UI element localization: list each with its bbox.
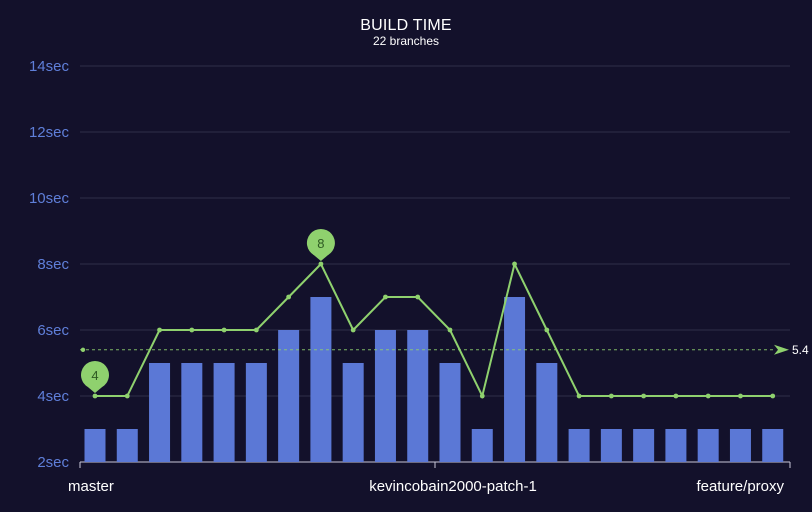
max-marker-label: 8 xyxy=(317,236,324,251)
line-point xyxy=(92,393,98,399)
line-point xyxy=(673,393,679,399)
line-point xyxy=(415,294,421,300)
bar xyxy=(633,429,655,462)
bar xyxy=(568,429,590,462)
line-point xyxy=(447,327,453,333)
bar xyxy=(600,429,622,462)
line-point xyxy=(157,327,162,333)
chart-title: BUILD TIME xyxy=(360,17,452,34)
line-point xyxy=(576,393,582,399)
line-point xyxy=(479,393,485,399)
y-tick-label: 14sec xyxy=(29,58,70,75)
y-tick-label: 4sec xyxy=(37,388,69,405)
x-tick-label: master xyxy=(68,478,114,495)
bar xyxy=(729,429,751,462)
bar xyxy=(245,363,267,462)
bar xyxy=(665,429,687,462)
bar xyxy=(374,330,396,462)
line-point xyxy=(189,327,195,333)
x-tick-label: feature/proxy xyxy=(696,478,784,495)
bar xyxy=(342,363,364,462)
line-point xyxy=(221,327,227,333)
average-arrow-icon xyxy=(774,344,789,355)
line-point xyxy=(641,393,647,399)
y-tick-label: 10sec xyxy=(29,190,70,207)
y-tick-label: 12sec xyxy=(29,124,70,141)
line-point xyxy=(738,393,743,399)
y-tick-label: 6sec xyxy=(37,322,69,339)
chart-subtitle: 22 branches xyxy=(372,34,440,48)
bar xyxy=(310,297,332,462)
min-marker-label: 4 xyxy=(91,368,98,383)
bar xyxy=(762,429,784,462)
line-point xyxy=(253,327,259,333)
bar xyxy=(504,297,526,462)
bar xyxy=(278,330,300,462)
y-tick-label: 2sec xyxy=(37,454,69,471)
x-tick-label: kevincobain2000-patch-1 xyxy=(369,478,537,495)
bar xyxy=(213,363,235,462)
line-point xyxy=(544,327,550,333)
line-point xyxy=(705,393,711,399)
line-point xyxy=(350,327,356,333)
line-point xyxy=(124,393,130,399)
line-point xyxy=(318,261,324,267)
max-marker xyxy=(306,229,335,261)
bar xyxy=(697,429,719,462)
bar xyxy=(181,363,203,462)
bar xyxy=(116,429,138,462)
bar xyxy=(407,330,429,462)
line-series xyxy=(95,261,773,399)
bar xyxy=(471,429,493,462)
line-point xyxy=(608,393,614,399)
average-start-point xyxy=(80,347,86,352)
bar xyxy=(84,429,106,462)
line-point xyxy=(512,261,517,267)
bar xyxy=(536,363,558,462)
bar xyxy=(149,363,171,462)
y-tick-label: 8sec xyxy=(37,256,69,273)
min-marker xyxy=(81,361,109,393)
line-point xyxy=(286,294,292,300)
bar xyxy=(439,363,461,462)
average-label: 5.4 xyxy=(792,343,809,357)
line-point xyxy=(383,294,388,300)
line-point xyxy=(770,393,776,399)
